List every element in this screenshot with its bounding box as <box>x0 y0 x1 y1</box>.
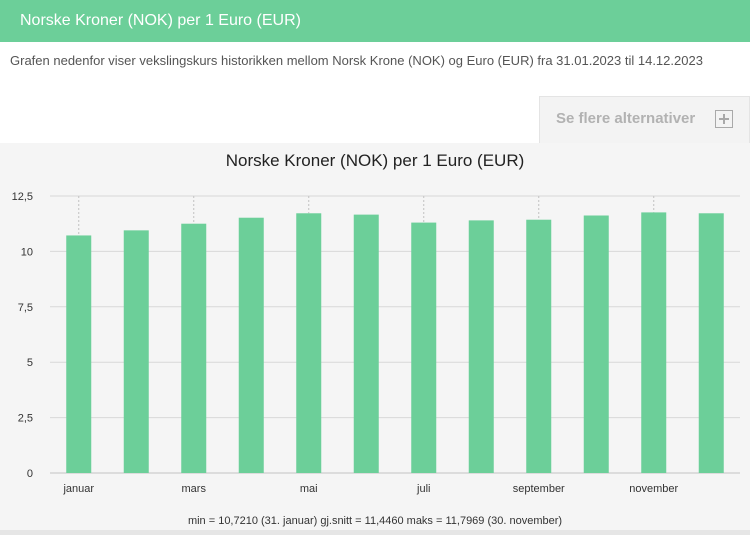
bar-april[interactable] <box>238 217 264 473</box>
bar-september[interactable] <box>526 219 552 473</box>
page-header: Norske Kroner (NOK) per 1 Euro (EUR) <box>0 0 750 42</box>
bar-mai[interactable] <box>296 213 322 473</box>
more-options-button[interactable]: Se flere alternativer <box>539 96 750 144</box>
y-tick-label: 7,5 <box>18 302 33 314</box>
y-tick-label: 0 <box>27 468 33 480</box>
y-tick-label: 5 <box>27 357 33 369</box>
chart-area: Norske Kroner (NOK) per 1 Euro (EUR) 0 2,… <box>0 143 750 531</box>
header-title: Norske Kroner (NOK) per 1 Euro (EUR) <box>20 12 301 29</box>
bottom-border <box>0 530 750 535</box>
chart-description: Grafen nedenfor viser vekslingskurs hist… <box>10 53 703 68</box>
bar-mars[interactable] <box>181 223 207 473</box>
bar-august[interactable] <box>468 220 494 473</box>
y-tick-label: 2,5 <box>18 413 33 425</box>
x-tick-label: januar <box>62 483 94 495</box>
more-options-label: Se flere alternativer <box>556 110 696 127</box>
x-tick-label: mai <box>300 483 318 495</box>
plus-icon[interactable] <box>715 110 733 128</box>
bar-oktober[interactable] <box>583 215 609 473</box>
y-tick-label: 12,5 <box>12 191 33 203</box>
x-tick-label: mars <box>182 483 207 495</box>
chart-footer: min = 10,7210 (31. januar) gj.snitt = 11… <box>188 515 562 527</box>
bar-chart: Norske Kroner (NOK) per 1 Euro (EUR) 0 2,… <box>12 151 740 527</box>
bar-februar[interactable] <box>123 230 149 473</box>
bar-januar[interactable] <box>66 235 92 473</box>
chart-title: Norske Kroner (NOK) per 1 Euro (EUR) <box>226 151 525 170</box>
x-tick-label: september <box>513 483 565 495</box>
bar-desember[interactable] <box>698 213 724 473</box>
y-tick-label: 10 <box>21 246 33 258</box>
bar-juni[interactable] <box>353 214 379 473</box>
x-tick-label: juli <box>416 483 430 495</box>
bar-juli[interactable] <box>411 222 437 473</box>
bar-november[interactable] <box>641 212 667 473</box>
x-tick-label: november <box>629 483 678 495</box>
